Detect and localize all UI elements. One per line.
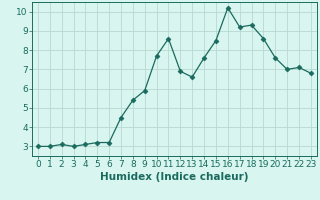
X-axis label: Humidex (Indice chaleur): Humidex (Indice chaleur) <box>100 172 249 182</box>
